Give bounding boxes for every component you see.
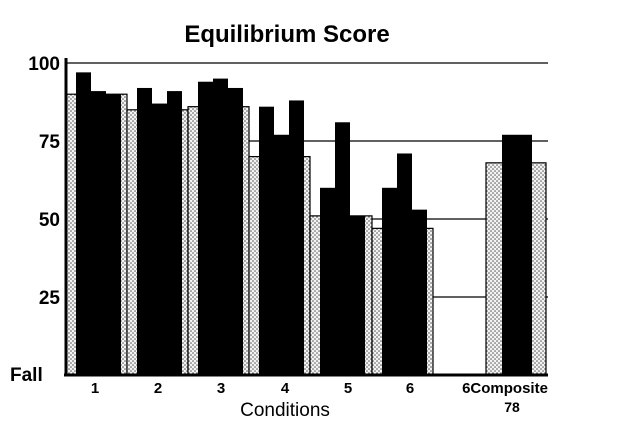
x-tick-label: 3: [217, 380, 225, 397]
trial-bar: [167, 91, 182, 375]
x-axis-label: Conditions: [240, 400, 330, 421]
x-tick-label: 6Composite: [462, 380, 548, 397]
trial-bar: [320, 187, 335, 375]
trial-bar: [412, 209, 427, 375]
axes: [64, 58, 548, 377]
trial-bar: [213, 78, 228, 375]
trial-bar: [91, 91, 106, 375]
trial-bar: [517, 134, 532, 375]
y-tick-label: 50: [39, 210, 60, 231]
y-tick-label: 100: [28, 54, 60, 75]
chart-title: Equilibrium Score: [184, 21, 389, 48]
x-tick-labels: 1 2 3 4 5 6 6Composite: [91, 380, 548, 397]
trial-bar: [382, 187, 397, 375]
composite-value-label: 78: [504, 399, 520, 415]
trial-bar: [152, 103, 167, 375]
x-tick-label: 1: [91, 380, 99, 397]
x-tick-label: 5: [344, 380, 352, 397]
trial-bar: [198, 81, 213, 375]
trial-bar: [228, 87, 243, 376]
trial-bar: [397, 153, 412, 375]
y-tick-label: 25: [39, 288, 61, 309]
trial-bar: [502, 134, 517, 375]
y-tick-label: 75: [39, 132, 61, 153]
trial-bar: [350, 215, 365, 375]
trial-bar: [106, 94, 121, 375]
trial-bar: [259, 106, 274, 376]
x-tick-label: 4: [281, 380, 290, 397]
trial-bar: [335, 122, 350, 375]
trial-bar: [289, 100, 304, 375]
y-zero-label: Fall: [10, 365, 43, 386]
x-tick-label: 6: [406, 380, 414, 397]
y-tick-labels: 100 75 50 25: [28, 54, 60, 309]
trial-bar: [137, 87, 152, 376]
trial-bar: [274, 134, 289, 375]
trial-bar: [76, 72, 91, 376]
bars: [65, 72, 547, 376]
x-tick-label: 2: [154, 380, 162, 397]
